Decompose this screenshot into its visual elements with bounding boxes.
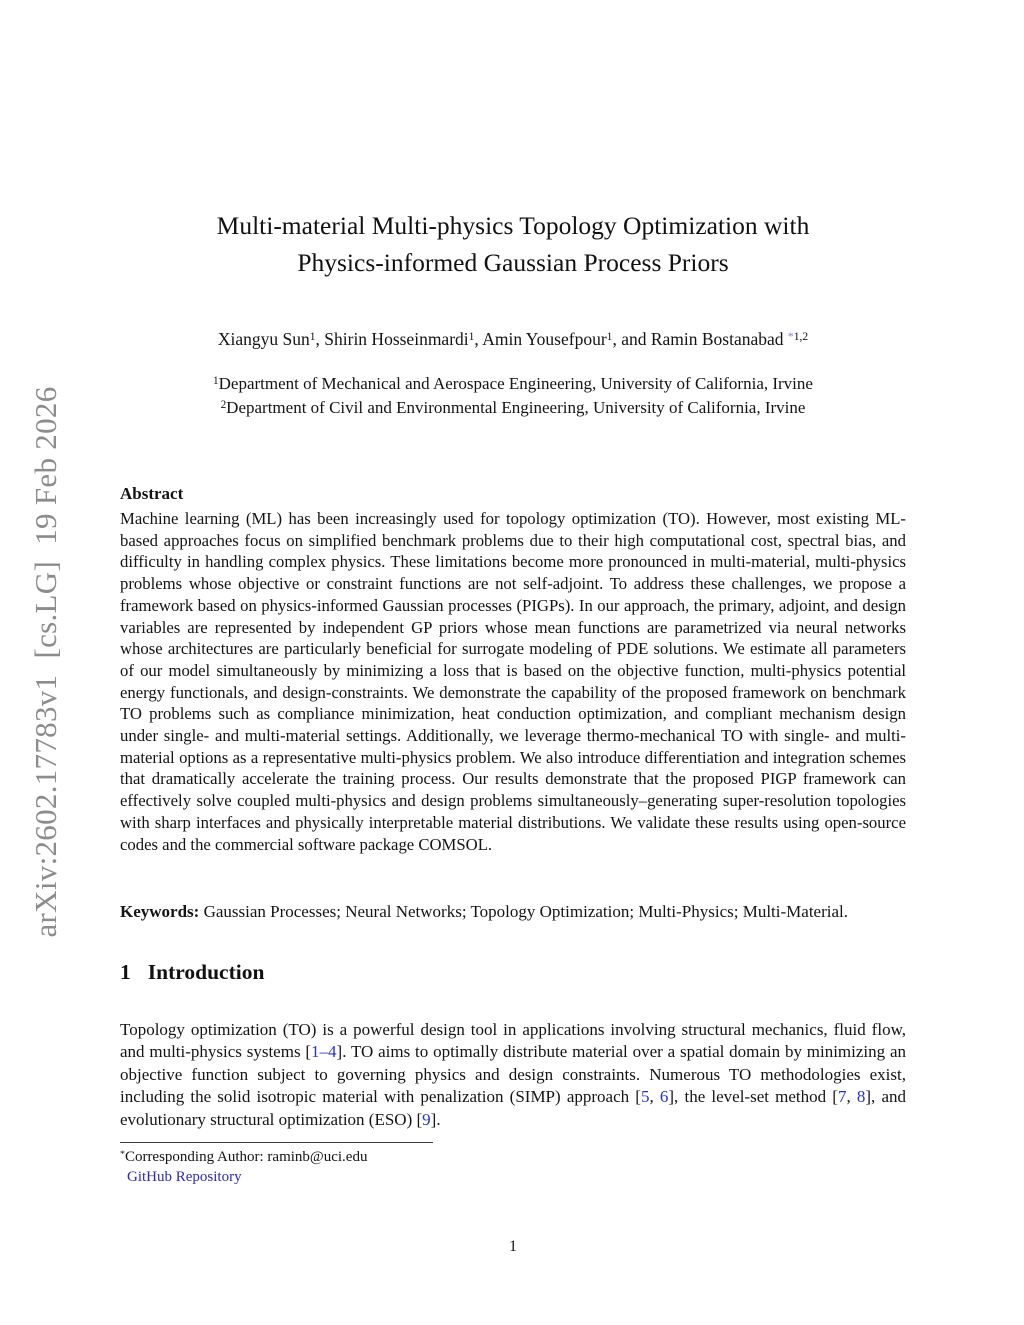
citation-link[interactable]: 7: [837, 1087, 847, 1107]
citation-link[interactable]: 6: [659, 1087, 669, 1107]
footnote-rule: [120, 1142, 433, 1143]
text-segment: ], the level-set method [: [668, 1087, 838, 1107]
text-segment: 1: [309, 330, 316, 343]
section-number: 1: [120, 960, 131, 984]
citation-link[interactable]: 8: [856, 1087, 866, 1107]
text-segment: 1: [606, 330, 613, 343]
text-segment: ,: [649, 1087, 660, 1107]
arxiv-watermark: arXiv:2602.17783v1 [cs.LG] 19 Feb 2026: [28, 386, 63, 938]
text-segment: Gaussian Processes; Neural Networks; Top…: [199, 902, 848, 921]
citation-link[interactable]: 9: [422, 1109, 431, 1129]
section-heading-introduction: 1 Introduction: [120, 960, 264, 985]
abstract-heading: Abstract: [120, 484, 184, 503]
page-number: 1: [509, 1238, 517, 1255]
footnote-corresponding-author: *Corresponding Author: raminb@uci.edu: [120, 1148, 367, 1168]
citation-link[interactable]: 1–4: [311, 1042, 337, 1062]
paper-title-line2: Physics-informed Gaussian Process Priors: [297, 248, 729, 277]
keywords-line: Keywords: Gaussian Processes; Neural Net…: [120, 902, 906, 922]
paper-title-line1: Multi-material Multi-physics Topology Op…: [216, 211, 810, 240]
text-segment: , Amin Yousefpour: [474, 329, 607, 349]
text-segment: 1: [468, 330, 475, 343]
text-segment: ].: [430, 1109, 441, 1129]
hyperlink[interactable]: GitHub Repository: [127, 1168, 242, 1185]
text-segment: ,: [846, 1087, 857, 1107]
footnote: *Corresponding Author: raminb@uci.edu Gi…: [120, 1148, 367, 1187]
text-segment: 2: [220, 398, 227, 411]
text-segment: Keywords:: [120, 902, 200, 921]
text-segment: Department of Civil and Environmental En…: [226, 398, 806, 417]
text-segment: 1,2: [793, 330, 809, 343]
text-segment: Xiangyu Sun: [217, 329, 310, 349]
text-segment: Topology optimization (TO) is a powerful…: [120, 1020, 906, 1062]
text-segment: *: [120, 1148, 125, 1160]
author-line: Xiangyu Sun1, Shirin Hosseinmardi1, Amin…: [120, 329, 906, 350]
text-segment: *: [787, 330, 794, 343]
footnote-github-link-line: GitHub Repository: [127, 1168, 367, 1188]
text-segment: ]. TO aims to optimally distribute mater…: [120, 1042, 907, 1107]
abstract-body: Machine learning (ML) has been increasin…: [120, 509, 906, 854]
paper-content: Multi-material Multi-physics Topology Op…: [120, 0, 906, 1325]
text-segment: ], and evolutionary structural optimizat…: [120, 1087, 907, 1129]
citation-link[interactable]: 5: [640, 1087, 650, 1107]
affiliation-1: 1Department of Mechanical and Aerospace …: [120, 372, 906, 396]
text-segment: 1: [213, 374, 219, 387]
affiliation-2: 2Department of Civil and Environmental E…: [120, 396, 906, 420]
introduction-paragraph: Topology optimization (TO) is a powerful…: [120, 1019, 906, 1131]
text-segment: , Shirin Hosseinmardi: [315, 329, 469, 349]
section-title: Introduction: [147, 960, 265, 984]
paper-title: Multi-material Multi-physics Topology Op…: [120, 207, 906, 281]
text-segment: , and Ramin Bostanabad: [612, 329, 788, 349]
affiliations: 1Department of Mechanical and Aerospace …: [120, 372, 906, 420]
text-segment: Department of Mechanical and Aerospace E…: [218, 374, 813, 393]
text-segment: Corresponding Author: raminb@uci.edu: [124, 1149, 368, 1165]
